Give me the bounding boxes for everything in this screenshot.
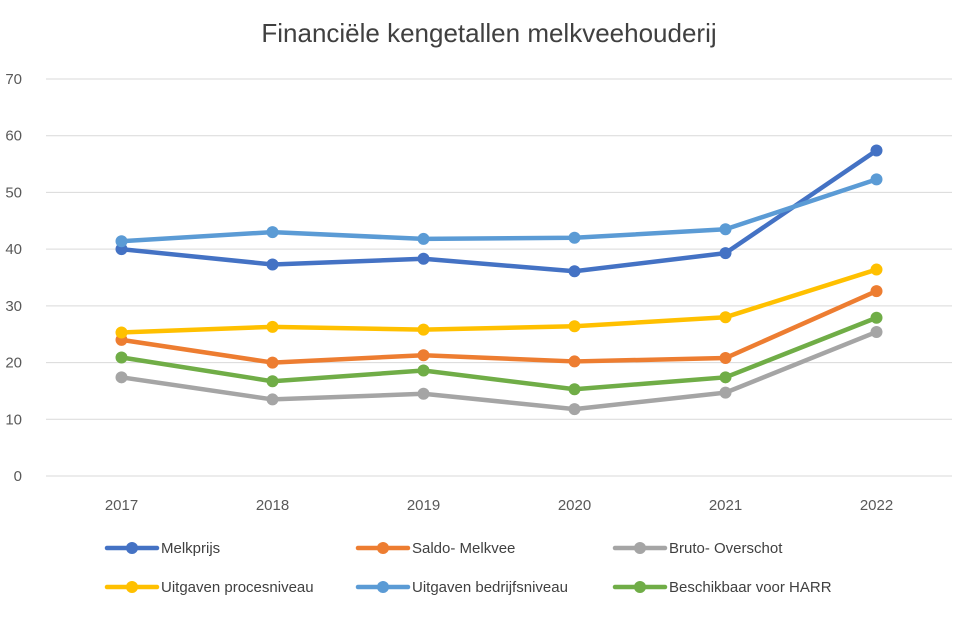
legend-point-marker (126, 581, 138, 593)
legend-item: Bruto- Overschot (612, 540, 783, 557)
legend: Melkprijs Saldo- Melkvee Bruto- Overschot U… (104, 540, 832, 596)
legend-item: Melkprijs (104, 540, 220, 557)
data-point (417, 364, 430, 377)
y-tick-label: 10 (5, 411, 22, 428)
series-uitgaven-bedrijfsniveau (115, 173, 883, 248)
series-beschikbaar-voor-harr (115, 311, 883, 396)
data-point (115, 351, 128, 364)
x-tick-label: 2019 (407, 497, 440, 514)
legend-label: Bruto- Overschot (669, 540, 783, 557)
x-tick-label: 2017 (105, 497, 138, 514)
legend-label: Melkprijs (161, 540, 220, 557)
data-point (719, 386, 732, 399)
data-point (266, 375, 279, 388)
data-point (568, 403, 581, 416)
data-point (417, 349, 430, 362)
x-tick-label: 2020 (558, 497, 591, 514)
y-axis-ticks: 0 10 20 30 40 50 60 70 (5, 71, 22, 485)
data-point (568, 383, 581, 396)
data-point (719, 352, 732, 365)
data-point (870, 325, 883, 338)
data-point (719, 247, 732, 260)
data-point (870, 144, 883, 157)
legend-point-marker (634, 581, 646, 593)
legend-point-marker (634, 542, 646, 554)
y-tick-label: 30 (5, 298, 22, 315)
series-line (119, 315, 879, 392)
data-point (870, 311, 883, 324)
data-point (719, 311, 732, 324)
data-point (719, 223, 732, 236)
gridlines (46, 78, 952, 477)
data-point (870, 263, 883, 276)
legend-point-marker (126, 542, 138, 554)
data-point (417, 232, 430, 245)
data-point (870, 285, 883, 298)
x-tick-label: 2021 (709, 497, 742, 514)
data-point (115, 235, 128, 248)
y-tick-label: 0 (14, 468, 22, 485)
legend-label: Uitgaven bedrijfsniveau (412, 579, 568, 596)
data-point (115, 371, 128, 384)
data-point (266, 320, 279, 333)
data-point (417, 323, 430, 336)
x-tick-label: 2022 (860, 497, 893, 514)
data-point (417, 387, 430, 400)
series-bruto-overschot (115, 325, 883, 416)
data-point (417, 252, 430, 265)
x-tick-label: 2018 (256, 497, 289, 514)
data-point (870, 173, 883, 186)
series-line (119, 177, 879, 244)
series-lines (115, 144, 883, 416)
x-axis-ticks: 2017 2018 2019 2020 2021 2022 (105, 497, 893, 514)
data-point (568, 265, 581, 278)
data-point (266, 226, 279, 239)
y-tick-label: 50 (5, 184, 22, 201)
data-point (568, 320, 581, 333)
legend-item: Saldo- Melkvee (355, 540, 515, 557)
series-line (119, 329, 879, 412)
y-tick-label: 40 (5, 241, 22, 258)
chart-title: Financiële kengetallen melkveehouderij (261, 18, 716, 48)
series-line (119, 288, 879, 365)
legend-point-marker (377, 542, 389, 554)
legend-label: Saldo- Melkvee (412, 540, 515, 557)
legend-point-marker (377, 581, 389, 593)
data-point (568, 231, 581, 244)
legend-item: Beschikbaar voor HARR (612, 579, 832, 596)
data-point (266, 356, 279, 369)
y-tick-label: 70 (5, 71, 22, 88)
data-point (719, 371, 732, 384)
data-point (115, 326, 128, 339)
data-point (266, 393, 279, 406)
series-line (119, 267, 879, 335)
legend-item: Uitgaven bedrijfsniveau (355, 579, 568, 596)
y-tick-label: 60 (5, 128, 22, 145)
series-uitgaven-procesniveau (115, 263, 883, 339)
y-tick-label: 20 (5, 355, 22, 372)
data-point (568, 355, 581, 368)
data-point (266, 258, 279, 271)
series-line (119, 148, 879, 274)
legend-label: Uitgaven procesniveau (161, 579, 314, 596)
legend-item: Uitgaven procesniveau (104, 579, 314, 596)
series-melkprijs (115, 144, 883, 278)
legend-label: Beschikbaar voor HARR (669, 579, 832, 596)
